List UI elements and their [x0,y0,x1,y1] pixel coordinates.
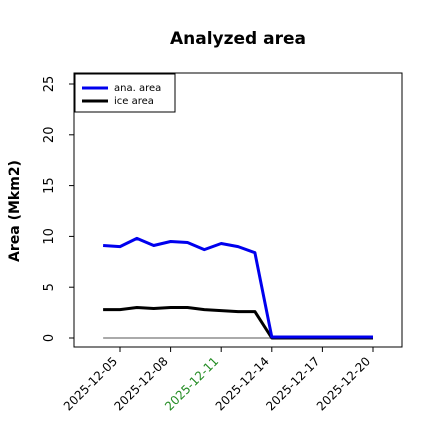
y-tick-label: 20 [42,127,57,144]
series-layer [103,236,373,340]
y-tick-label: 15 [42,177,57,194]
y-tick-label: 5 [42,283,57,291]
series-line-ana-area [103,236,373,339]
plot-frame [73,72,403,348]
legend-box [74,73,176,113]
x-tick-label: 2025-12-20 [314,354,373,413]
y-tick-label: 10 [42,228,57,245]
y-tick-label: 25 [42,76,57,93]
y-axis: 0 5 10 15 20 25 [42,76,74,342]
chart-title: Analyzed area [170,29,306,49]
y-tick-label: 0 [42,334,57,342]
y-axis-label: Area (Mkm2) [7,160,23,262]
legend: ana. area ice area [74,73,176,113]
legend-label-ana-area: ana. area [114,83,161,94]
series-line-ice-area [103,306,373,340]
legend-label-ice-area: ice area [114,96,154,107]
x-axis: 2025-12-052025-12-082025-12-112025-12-14… [61,347,374,413]
